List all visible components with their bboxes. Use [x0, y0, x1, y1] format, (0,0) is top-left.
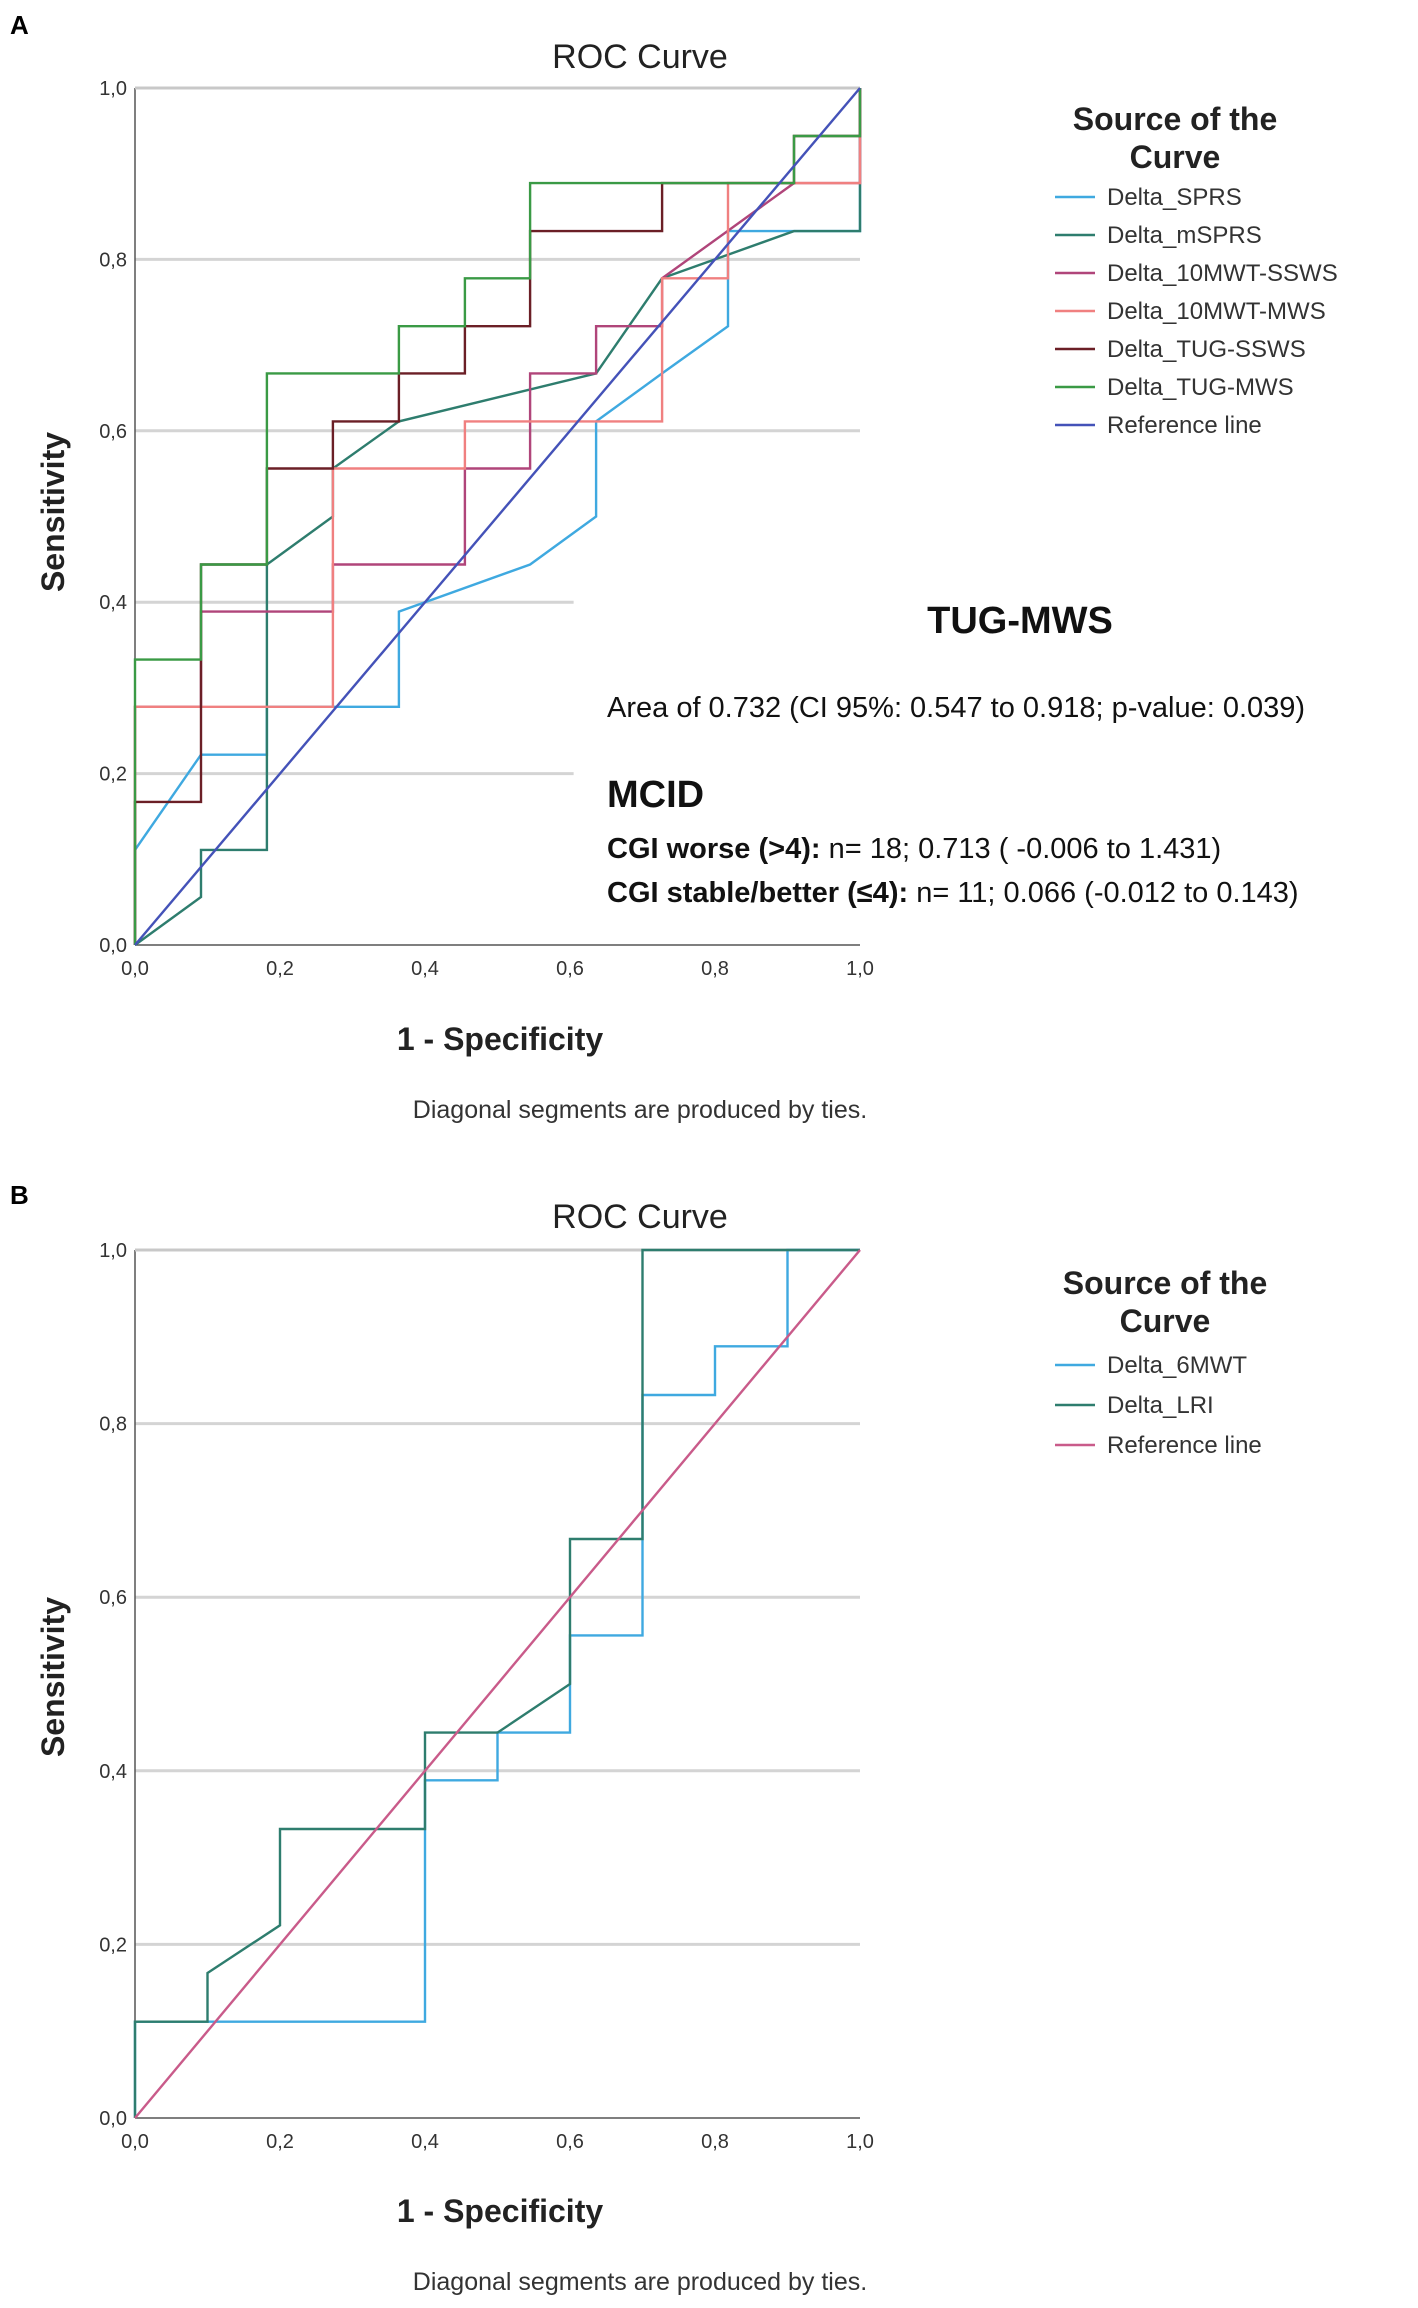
chart-title-b: ROC Curve [552, 1198, 728, 1236]
annotation-a: TUG-MWS Area of 0.732 (CI 95%: 0.547 to … [607, 600, 1305, 909]
legend-label: Delta_TUG-MWS [1107, 374, 1294, 401]
mcid-title: MCID [607, 774, 704, 816]
legend-title-line1-b: Source of the [1063, 1265, 1267, 1301]
series-group-a [133, 87, 862, 946]
legend-b: Source of the Curve Delta_6MWT Delta_LRI R… [1055, 1265, 1267, 1459]
footnote-a: Diagonal segments are produced by ties. [413, 1096, 867, 1124]
x-tick-label: 1,0 [846, 2131, 874, 2153]
panel-letter-a: A [10, 10, 29, 40]
x-tick-label: 0,4 [411, 2131, 439, 2153]
x-tick-label: 1,0 [846, 958, 874, 980]
mcid-stable-label: CGI stable/better (≤4): [607, 877, 908, 909]
x-tick-label: 0,6 [556, 958, 584, 980]
x-tick-label: 0,6 [556, 2131, 584, 2153]
tick-labels-b: 0,00,0 0,2 0,2 0,4 0,4 0,6 0,6 0,8 0,8 1,0 1,0 [99, 1240, 874, 2153]
y-tick-label: 0,6 [99, 421, 127, 443]
y-axis-label-a: Sensitivity [35, 432, 71, 592]
legend-label: Delta_10MWT-SSWS [1107, 260, 1338, 287]
legend-items-a: Delta_SPRS Delta_mSPRS Delta_10MWT-SSWS Del… [1055, 184, 1338, 439]
y-tick-label: 0,2 [99, 764, 127, 786]
y-tick-label: 0,8 [99, 249, 127, 271]
mcid-worse-value: n= 18; 0.713 ( -0.006 to 1.431) [821, 833, 1222, 865]
panel-b: B ROC Curve 0,00,00,20,20,40,40,60,60,80… [10, 1180, 1267, 2296]
series-line-reference-line [134, 1249, 861, 2119]
x-axis-label-a: 1 - Specificity [397, 1021, 604, 1057]
y-tick-label: 0,4 [99, 592, 127, 614]
legend-label: Reference line [1107, 1432, 1262, 1459]
legend-title-line2-b: Curve [1120, 1303, 1211, 1339]
series-group-b [133, 1248, 861, 2119]
annotation-title: TUG-MWS [927, 600, 1113, 642]
x-axis-label-b: 1 - Specificity [397, 2193, 604, 2229]
chart-title-a: ROC Curve [552, 38, 728, 76]
y-tick-label: 0,8 [99, 1414, 127, 1436]
series-line-delta-lri [133, 1248, 860, 2118]
mcid-stable-line: CGI stable/better (≤4): n= 11; 0.066 (-0… [607, 877, 1299, 909]
legend-title-line1-a: Source of the [1073, 101, 1277, 137]
y-tick-label: 0,6 [99, 1587, 127, 1609]
y-tick-label: 1,0 [99, 1240, 127, 1262]
series-line-delta-tug-mws [133, 88, 862, 945]
y-axis-label-b: Sensitivity [35, 1597, 71, 1757]
tick-labels-a: 0,00,0 0,2 0,2 0,4 0,4 0,6 0,6 0,8 0,8 1,0 1,0 [99, 78, 874, 980]
grid-b [135, 1422, 860, 1946]
x-tick-label: 0,8 [701, 2131, 729, 2153]
y-tick-label: 0,2 [99, 1934, 127, 1956]
x-tick-label: 0,2 [266, 958, 294, 980]
y-tick-label: 0,0 [99, 935, 127, 957]
series-line-reference-line [134, 87, 861, 946]
legend-title-line2-a: Curve [1130, 139, 1221, 175]
x-tick-label: 0,8 [701, 958, 729, 980]
legend-label: Delta_10MWT-MWS [1107, 298, 1326, 325]
mcid-worse-line: CGI worse (>4): n= 18; 0.713 ( -0.006 to… [607, 833, 1221, 865]
legend-label: Delta_LRI [1107, 1392, 1214, 1419]
legend-label: Delta_TUG-SSWS [1107, 336, 1306, 363]
grid-a [135, 257, 860, 776]
x-tick-label: 0,0 [121, 958, 149, 980]
legend-label: Delta_SPRS [1107, 184, 1242, 211]
footnote-b: Diagonal segments are produced by ties. [413, 2268, 867, 2296]
legend-a: Source of the Curve Delta_SPRS Delta_mSPR… [1055, 101, 1338, 439]
series-line-delta-sprs [133, 88, 862, 945]
y-tick-label: 1,0 [99, 78, 127, 100]
legend-label: Delta_6MWT [1107, 1352, 1247, 1379]
x-tick-label: 0,4 [411, 958, 439, 980]
panel-a: A ROC Curve 0,00,00,20,20,40,40,60,60,80… [10, 10, 1338, 1124]
y-tick-label: 0,0 [99, 2108, 127, 2130]
x-tick-label: 0,0 [121, 2131, 149, 2153]
legend-items-b: Delta_6MWT Delta_LRI Reference line [1055, 1352, 1262, 1459]
mcid-worse-label: CGI worse (>4): [607, 833, 821, 865]
panel-letter-b: B [10, 1180, 29, 1210]
annotation-area-text: Area of 0.732 (CI 95%: 0.547 to 0.918; p… [607, 692, 1305, 724]
x-tick-label: 0,2 [266, 2131, 294, 2153]
mcid-stable-value: n= 11; 0.066 (-0.012 to 0.143) [908, 877, 1298, 909]
legend-label: Reference line [1107, 412, 1262, 439]
legend-label: Delta_mSPRS [1107, 222, 1262, 249]
y-tick-label: 0,4 [99, 1761, 127, 1783]
